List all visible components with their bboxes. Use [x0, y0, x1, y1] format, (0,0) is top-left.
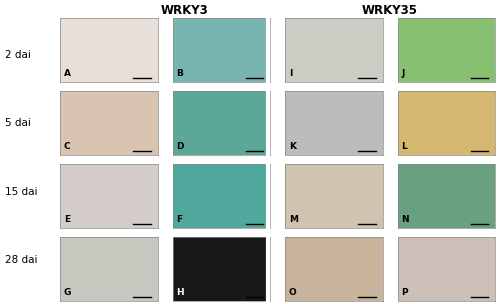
Text: C: C [64, 142, 70, 151]
Text: 2 dai: 2 dai [5, 50, 31, 60]
Text: 28 dai: 28 dai [5, 255, 38, 265]
Text: I: I [289, 69, 292, 78]
Text: G: G [64, 288, 72, 297]
Text: A: A [64, 69, 71, 78]
Text: F: F [176, 215, 182, 224]
Text: K: K [289, 142, 296, 151]
Text: E: E [64, 215, 70, 224]
Text: N: N [402, 215, 409, 224]
Text: WRKY35: WRKY35 [362, 4, 418, 17]
Text: J: J [402, 69, 405, 78]
Text: B: B [176, 69, 184, 78]
Text: P: P [402, 288, 408, 297]
Text: WRKY3: WRKY3 [161, 4, 209, 17]
Text: D: D [176, 142, 184, 151]
Text: H: H [176, 288, 184, 297]
Text: L: L [402, 142, 407, 151]
Text: 15 dai: 15 dai [5, 187, 38, 196]
Text: 5 dai: 5 dai [5, 118, 31, 128]
Text: M: M [289, 215, 298, 224]
Text: O: O [289, 288, 296, 297]
